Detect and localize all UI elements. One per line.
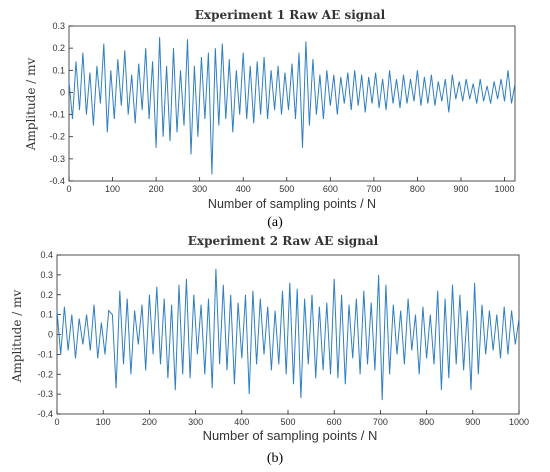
y-tick-label: -0.4 <box>37 409 53 419</box>
x-tick-label: 800 <box>419 417 434 427</box>
x-tick-label: 900 <box>465 417 480 427</box>
x-tick-label: 500 <box>279 184 294 194</box>
x-tick-label: 600 <box>323 184 338 194</box>
y-tick-label: -0.2 <box>49 132 65 142</box>
x-tick-label: 300 <box>188 417 203 427</box>
x-tick-label: 200 <box>142 417 157 427</box>
y-tick-label: -0.1 <box>37 349 53 359</box>
x-tick-label: 700 <box>366 184 381 194</box>
x-tick-label: 500 <box>280 417 295 427</box>
x-tick-label: 1000 <box>495 184 515 194</box>
x-tick-label: 800 <box>410 184 425 194</box>
chart-title-a: Experiment 1 Raw AE signal <box>195 8 386 22</box>
x-tick-label: 100 <box>96 417 111 427</box>
y-tick-label: 0.1 <box>52 65 65 75</box>
panel-label-b: (b) <box>267 451 284 466</box>
x-tick-label: 900 <box>453 184 468 194</box>
x-tick-label: 600 <box>327 417 342 427</box>
y-tick-label: -0.4 <box>49 176 65 186</box>
x-tick-label: 400 <box>234 417 249 427</box>
y-axis-label-b: Amplitude / mv <box>10 290 24 384</box>
x-axis-label-a: Number of sampling points / N <box>208 197 376 211</box>
y-axis-label-a: Amplitude / mv <box>24 58 38 152</box>
x-tick-label: 200 <box>149 184 164 194</box>
x-tick-label: 100 <box>105 184 120 194</box>
chart-title-b: Experiment 2 Raw AE signal <box>188 234 379 248</box>
x-tick-label: 400 <box>236 184 251 194</box>
y-tick-label: 0.3 <box>40 270 53 280</box>
y-tick-label: 0.4 <box>40 250 53 260</box>
panel-a: Experiment 1 Raw AE signal -0.4 -0.3 -0.2 -… <box>24 8 515 230</box>
y-tick-label: -0.3 <box>37 389 53 399</box>
x-axis-label-b: Number of sampling points / N <box>203 428 378 443</box>
x-tick-label: 1000 <box>509 417 529 427</box>
y-tick-label: -0.3 <box>49 154 65 164</box>
y-tick-label: 0 <box>60 87 65 97</box>
y-tick-label: 0.1 <box>40 310 53 320</box>
x-tick-label: 300 <box>192 184 207 194</box>
y-tick-label: -0.2 <box>37 369 53 379</box>
y-tick-label: 0.2 <box>40 290 53 300</box>
y-tick-label: 0.3 <box>52 21 65 31</box>
x-tick-label: 700 <box>373 417 388 427</box>
panel-label-a: (a) <box>267 215 283 230</box>
x-tick-label: 0 <box>66 184 71 194</box>
panel-b: Experiment 2 Raw AE signal -0.4 -0.3 -0.2 -… <box>10 234 529 466</box>
y-tick-label: -0.1 <box>49 110 65 120</box>
x-tick-label: 0 <box>54 417 59 427</box>
y-tick-label: 0 <box>48 330 53 340</box>
y-tick-label: 0.2 <box>52 43 65 53</box>
